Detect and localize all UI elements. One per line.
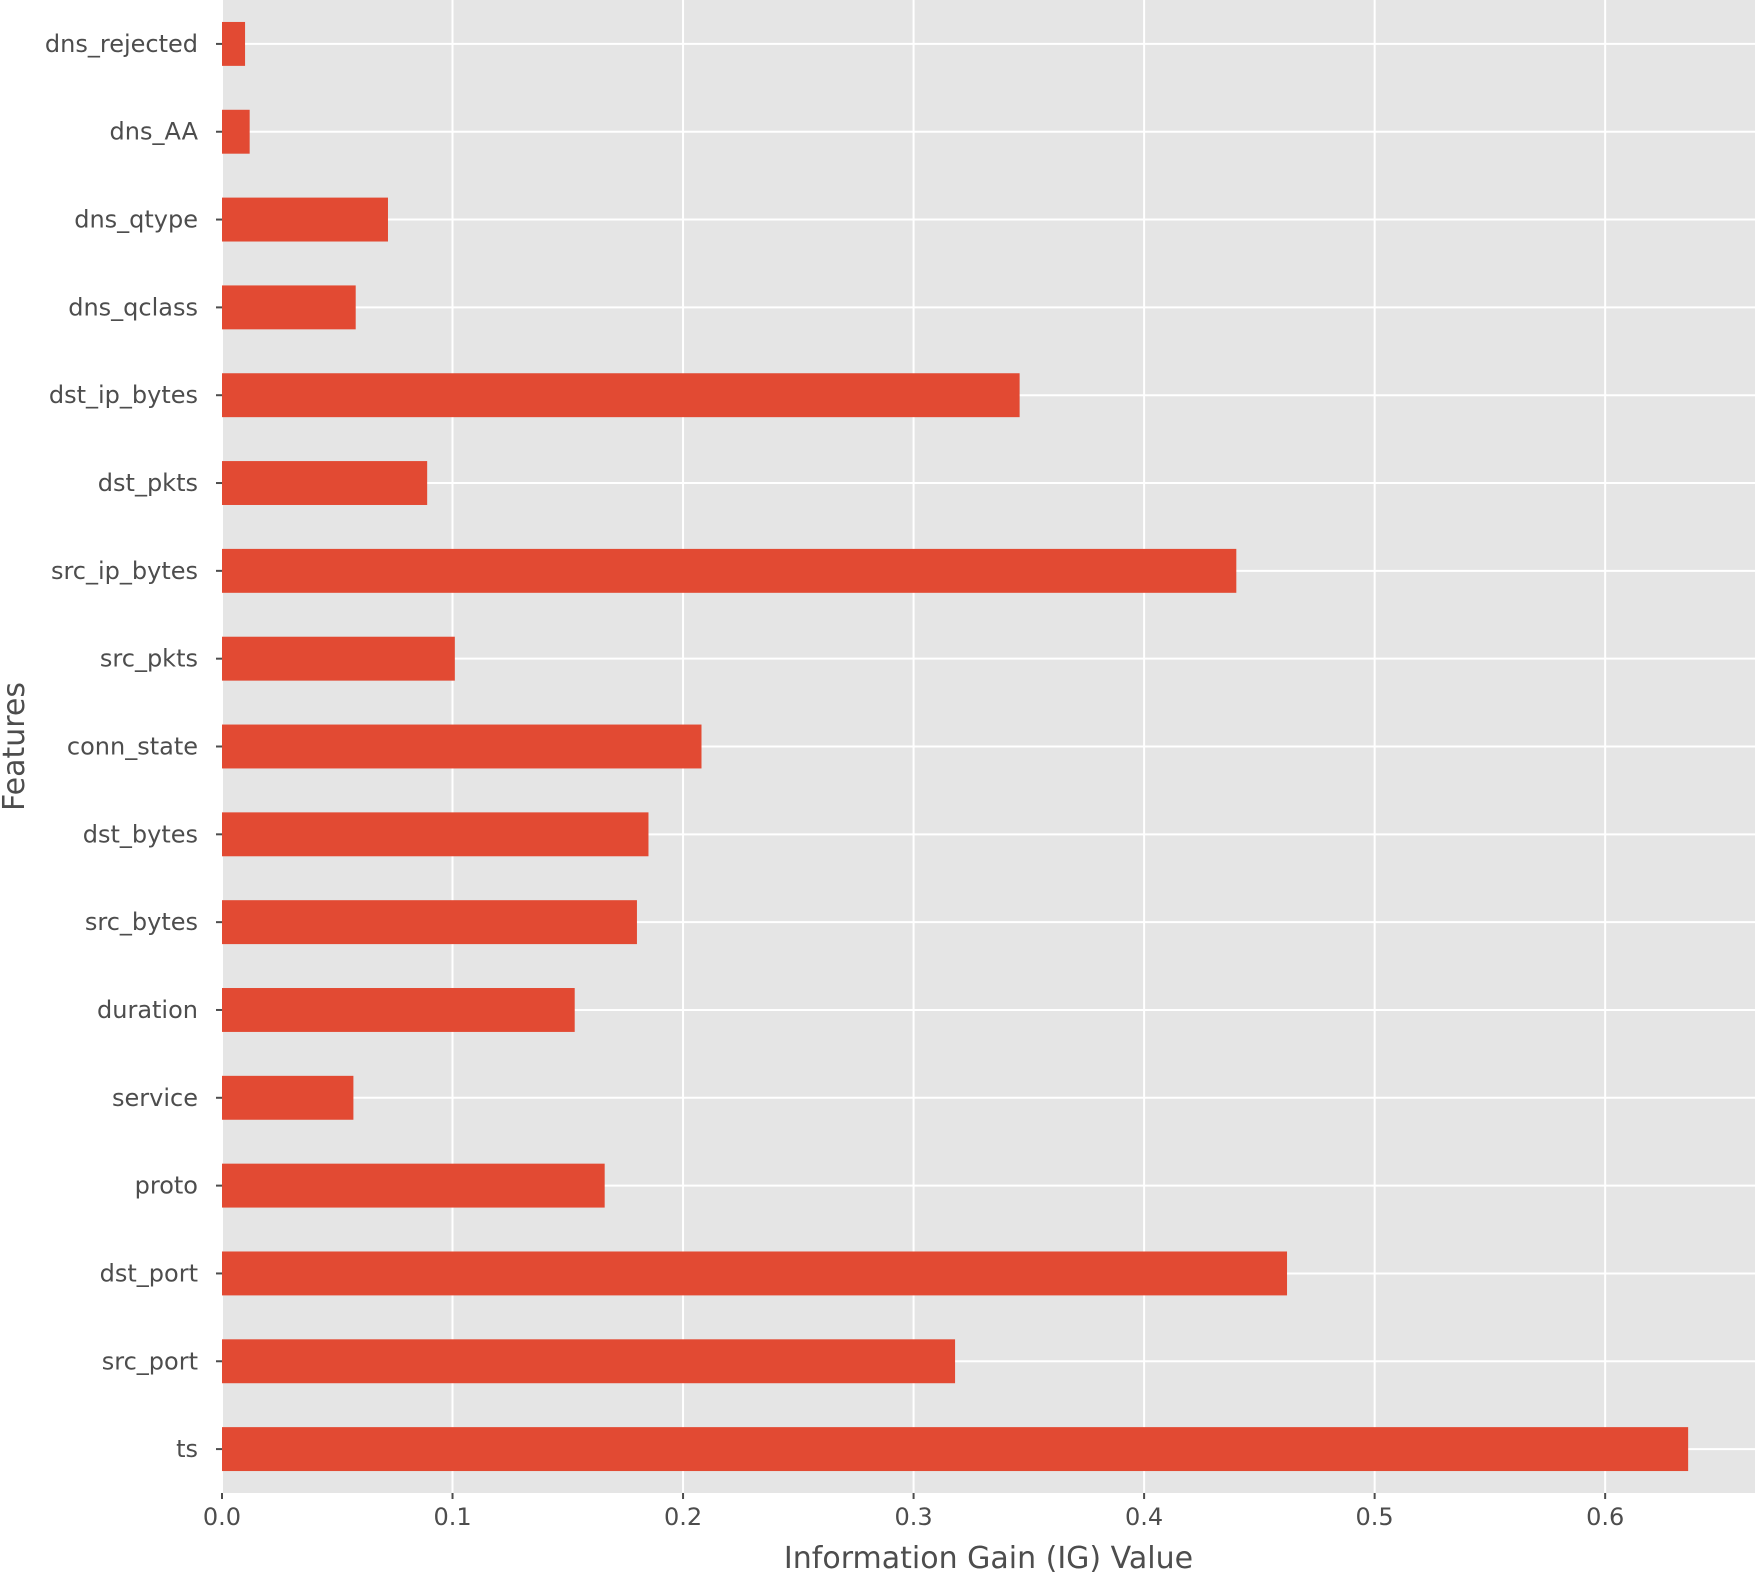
bar-service [222,1075,354,1120]
x-tick-label: 0.3 [894,1503,932,1531]
bar-dst_ip_bytes [222,373,1020,418]
bar-src_pkts [222,636,455,681]
y-tick-label: dns_rejected [45,30,198,58]
y-axis-title: Features [0,682,32,811]
bars [222,21,1689,1472]
y-tick-label: dst_ip_bytes [49,381,198,409]
bar-dns_qclass [222,285,356,330]
x-tick-label: 0.1 [433,1503,471,1531]
y-tick-label: dst_pkts [98,469,198,497]
y-tick-label: service [112,1084,198,1112]
y-tick-label: dns_AA [110,118,199,146]
y-tick-label: src_pkts [100,645,198,673]
y-tick-label: conn_state [67,733,198,761]
y-tick-label: src_bytes [85,908,198,936]
bar-src_bytes [222,900,637,945]
y-tick-label: src_port [102,1347,198,1375]
bar-dst_pkts [222,461,428,505]
bar-ts [222,1427,1689,1472]
bar-dns_rejected [222,21,246,66]
x-tick-label: 0.5 [1356,1503,1394,1531]
bar-duration [222,988,575,1032]
y-tick-label: ts [176,1435,198,1463]
bar-dst_bytes [222,812,649,857]
y-tick-label: dst_port [100,1259,198,1287]
y-axis-ticks: dns_rejected dns_AA dns_qtype dns_qclassdst… [45,30,222,1463]
y-tick-label: src_ip_bytes [51,557,198,585]
x-tick-label: 0.0 [203,1503,241,1531]
x-tick-label: 0.2 [664,1503,702,1531]
x-tick-label: 0.6 [1586,1503,1624,1531]
y-tick-label: dns_qclass [68,293,198,321]
x-axis-ticks: 0.0 0.1 0.2 0.3 0.4 0.5 0.6 [203,1493,1624,1531]
y-tick-label: dst_bytes [83,820,198,848]
x-axis-title: Information Gain (IG) Value [784,1541,1193,1576]
y-tick-label: dns_qtype [74,206,198,234]
bar-src_port [222,1339,956,1384]
bar-proto [222,1163,605,1208]
bar-dns_qtype [222,197,388,242]
bar-src_ip_bytes [222,548,1237,593]
bar-conn_state [222,724,702,769]
bar-dst_port [222,1251,1288,1296]
y-tick-label: proto [135,1172,198,1200]
x-tick-label: 0.4 [1125,1503,1163,1531]
bar-dns_AA [222,109,250,154]
y-tick-label: duration [97,996,198,1024]
